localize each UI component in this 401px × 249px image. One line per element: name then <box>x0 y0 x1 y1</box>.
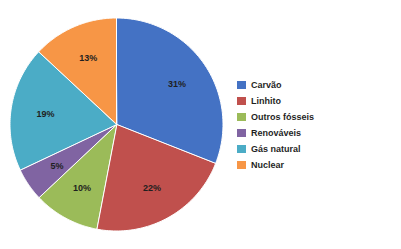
html-text:Gás natural: Gás natural <box>251 143 301 154</box>
html-text:Outros fósseis: Outros fósseis <box>251 111 314 122</box>
svg-text:13%: 13% <box>79 53 97 63</box>
html-text:Nuclear: Nuclear <box>251 159 284 170</box>
svg-text:31%: 31% <box>168 79 186 89</box>
svg-text:22%: 22% <box>143 183 161 193</box>
svg-text:10%: 10% <box>73 183 91 193</box>
svg-text:5%: 5% <box>51 161 64 171</box>
html-text:Renováveis: Renováveis <box>251 127 301 138</box>
svg-text:19%: 19% <box>36 109 54 119</box>
html-text:Carvão: Carvão <box>251 79 282 90</box>
html-text:Linhito: Linhito <box>251 95 281 106</box>
